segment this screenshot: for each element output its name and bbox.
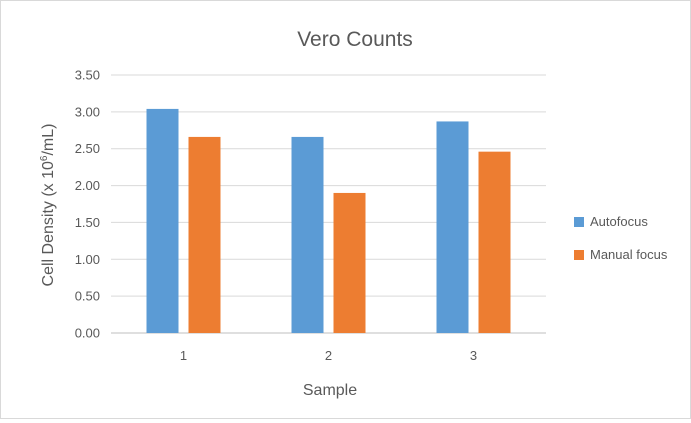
x-tick-label-3: 3 — [470, 348, 477, 363]
bar-autofocus-sample-2 — [291, 136, 324, 333]
y-tick-label-3.00: 3.00 — [75, 104, 100, 119]
y-tick-label-2.00: 2.00 — [75, 178, 100, 193]
y-axis-title-suffix: /mL) — [40, 124, 57, 156]
x-axis-ticks: 1 2 3 — [180, 348, 477, 363]
legend-swatch-manual-focus — [574, 250, 584, 260]
y-tick-label-0.00: 0.00 — [75, 326, 100, 341]
y-tick-label-2.50: 2.50 — [75, 141, 100, 156]
y-tick-label-1.00: 1.00 — [75, 252, 100, 267]
legend-label-manual-focus: Manual focus — [590, 247, 668, 262]
bar-autofocus-sample-1 — [146, 108, 179, 333]
y-tick-label-3.50: 3.50 — [75, 68, 100, 83]
gridlines — [111, 74, 546, 334]
y-tick-label-1.50: 1.50 — [75, 215, 100, 230]
y-axis-ticks: 0.00 0.50 1.00 1.50 2.00 2.50 3.00 3.50 — [75, 68, 100, 341]
y-axis-title: Cell Density (x 106/mL) — [39, 124, 57, 287]
bar-manual-focus-sample-2 — [333, 192, 366, 333]
y-axis-title-main: Cell Density (x 10 — [40, 161, 57, 286]
x-tick-label-1: 1 — [180, 348, 187, 363]
bars — [146, 108, 511, 333]
y-tick-label-0.50: 0.50 — [75, 289, 100, 304]
bar-autofocus-sample-3 — [436, 121, 469, 333]
chart-title: Vero Counts — [297, 28, 413, 51]
x-tick-label-2: 2 — [325, 348, 332, 363]
legend: Autofocus Manual focus — [574, 214, 668, 262]
legend-swatch-autofocus — [574, 217, 584, 227]
bar-manual-focus-sample-1 — [188, 136, 221, 333]
x-axis-title: Sample — [303, 382, 357, 399]
y-axis-title-superscript: 6 — [39, 155, 50, 161]
legend-label-autofocus: Autofocus — [590, 214, 648, 229]
bar-manual-focus-sample-3 — [478, 151, 511, 333]
